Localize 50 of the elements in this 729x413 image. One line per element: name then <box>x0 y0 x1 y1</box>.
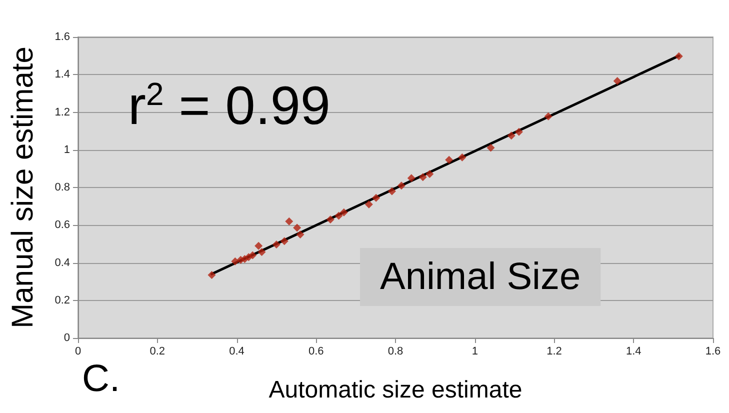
point <box>208 270 216 279</box>
point <box>388 187 396 196</box>
point <box>426 170 434 178</box>
y-tick-label: 0.8 <box>54 182 70 194</box>
point <box>231 257 240 266</box>
y-tick-label: 0.2 <box>54 294 70 306</box>
point <box>397 182 406 190</box>
y-axis-title: Manual size estimate <box>6 46 40 328</box>
x-axis-title: Automatic size estimate <box>268 376 522 404</box>
point <box>293 224 302 232</box>
point <box>364 200 373 208</box>
x-tick-label: 0.2 <box>150 346 166 358</box>
x-tick-label: 0 <box>74 346 82 358</box>
x-tick-label: 1.4 <box>626 346 642 358</box>
point <box>486 144 495 152</box>
point <box>248 251 257 260</box>
y-tick-label: 1.6 <box>54 31 70 43</box>
point <box>272 240 280 248</box>
point <box>544 112 552 120</box>
point <box>334 212 343 220</box>
text: C. <box>82 358 120 400</box>
point <box>326 215 334 224</box>
point <box>280 237 288 246</box>
point <box>372 194 380 202</box>
point <box>258 248 266 256</box>
point <box>458 153 466 162</box>
point <box>254 242 263 250</box>
point <box>445 156 454 164</box>
point <box>340 208 348 216</box>
point <box>296 230 304 239</box>
point <box>514 128 523 136</box>
y-tick-label: 0 <box>64 332 70 344</box>
y-tick-label: 0.4 <box>54 256 70 269</box>
annotation: Animal Size <box>380 256 581 298</box>
y-tick-label: 1.4 <box>54 68 70 81</box>
x-tick-label: 0.6 <box>308 346 324 358</box>
point <box>613 77 622 86</box>
point <box>674 52 683 60</box>
point <box>285 217 294 226</box>
x-tick-label: 1.2 <box>546 346 562 358</box>
x-tick-label: 1.6 <box>705 346 721 358</box>
x-tick-label: 0.8 <box>388 346 404 358</box>
point <box>507 132 516 140</box>
y-tick-label: 0.6 <box>54 219 70 232</box>
x-tick-label: 0.4 <box>229 346 244 358</box>
y-tick-label: 1 <box>64 144 70 156</box>
point <box>407 174 416 182</box>
y-tick-label: 1.2 <box>54 106 70 118</box>
point <box>418 173 427 182</box>
x-tick-label: 1 <box>472 346 478 358</box>
